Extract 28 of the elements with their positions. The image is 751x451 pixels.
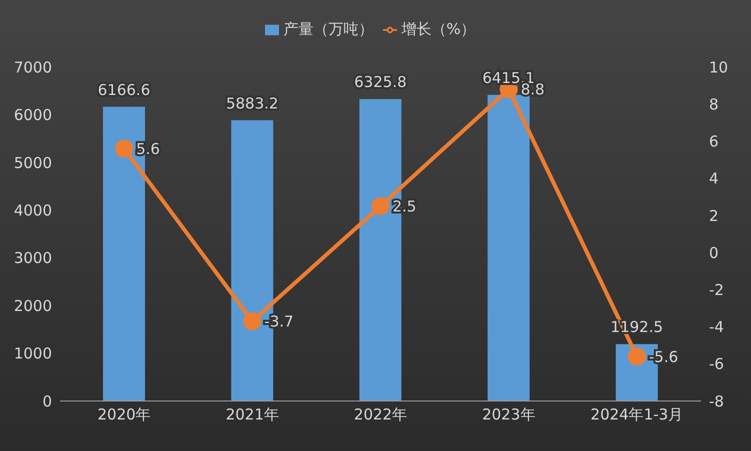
y-tick-label: 7000 [14,58,52,76]
y-tick-label: 5000 [14,154,52,172]
data-label: 5883.2 [226,94,278,112]
y2-tick-label: -2 [709,280,724,299]
x-tick-label: 2022年 [354,406,408,424]
x-tick-label: 2024年1-3月 [590,406,684,424]
y2-tick-label: 2 [709,206,719,225]
y2-tick-label: 8 [709,95,719,114]
x-tick-label: 2020年 [98,406,151,424]
y2-tick-label: 10 [709,58,728,76]
data-label: 6166.6 [98,80,150,99]
y-tick-label: 0 [42,392,52,410]
y-tick-label: 1000 [14,344,52,363]
x-tick-label: 2023年 [482,406,536,424]
y-tick-label: 3000 [14,249,52,268]
y2-tick-label: -4 [709,318,724,336]
y2-tick-label: 0 [709,244,719,262]
legend-label: 增长（%） [401,20,476,38]
y2-tick-label: -8 [709,392,724,410]
y-tick-label: 6000 [14,106,52,124]
y2-tick-label: -6 [709,355,724,374]
data-label: 6325.8 [354,73,407,92]
y-tick-label: 2000 [14,296,52,315]
legend-label: 产量（万吨） [283,20,374,38]
y-tick-label: 4000 [14,201,52,220]
y2-tick-label: 4 [709,170,719,188]
x-tick-label: 2021年 [226,406,279,424]
y2-tick-label: 6 [709,132,719,151]
